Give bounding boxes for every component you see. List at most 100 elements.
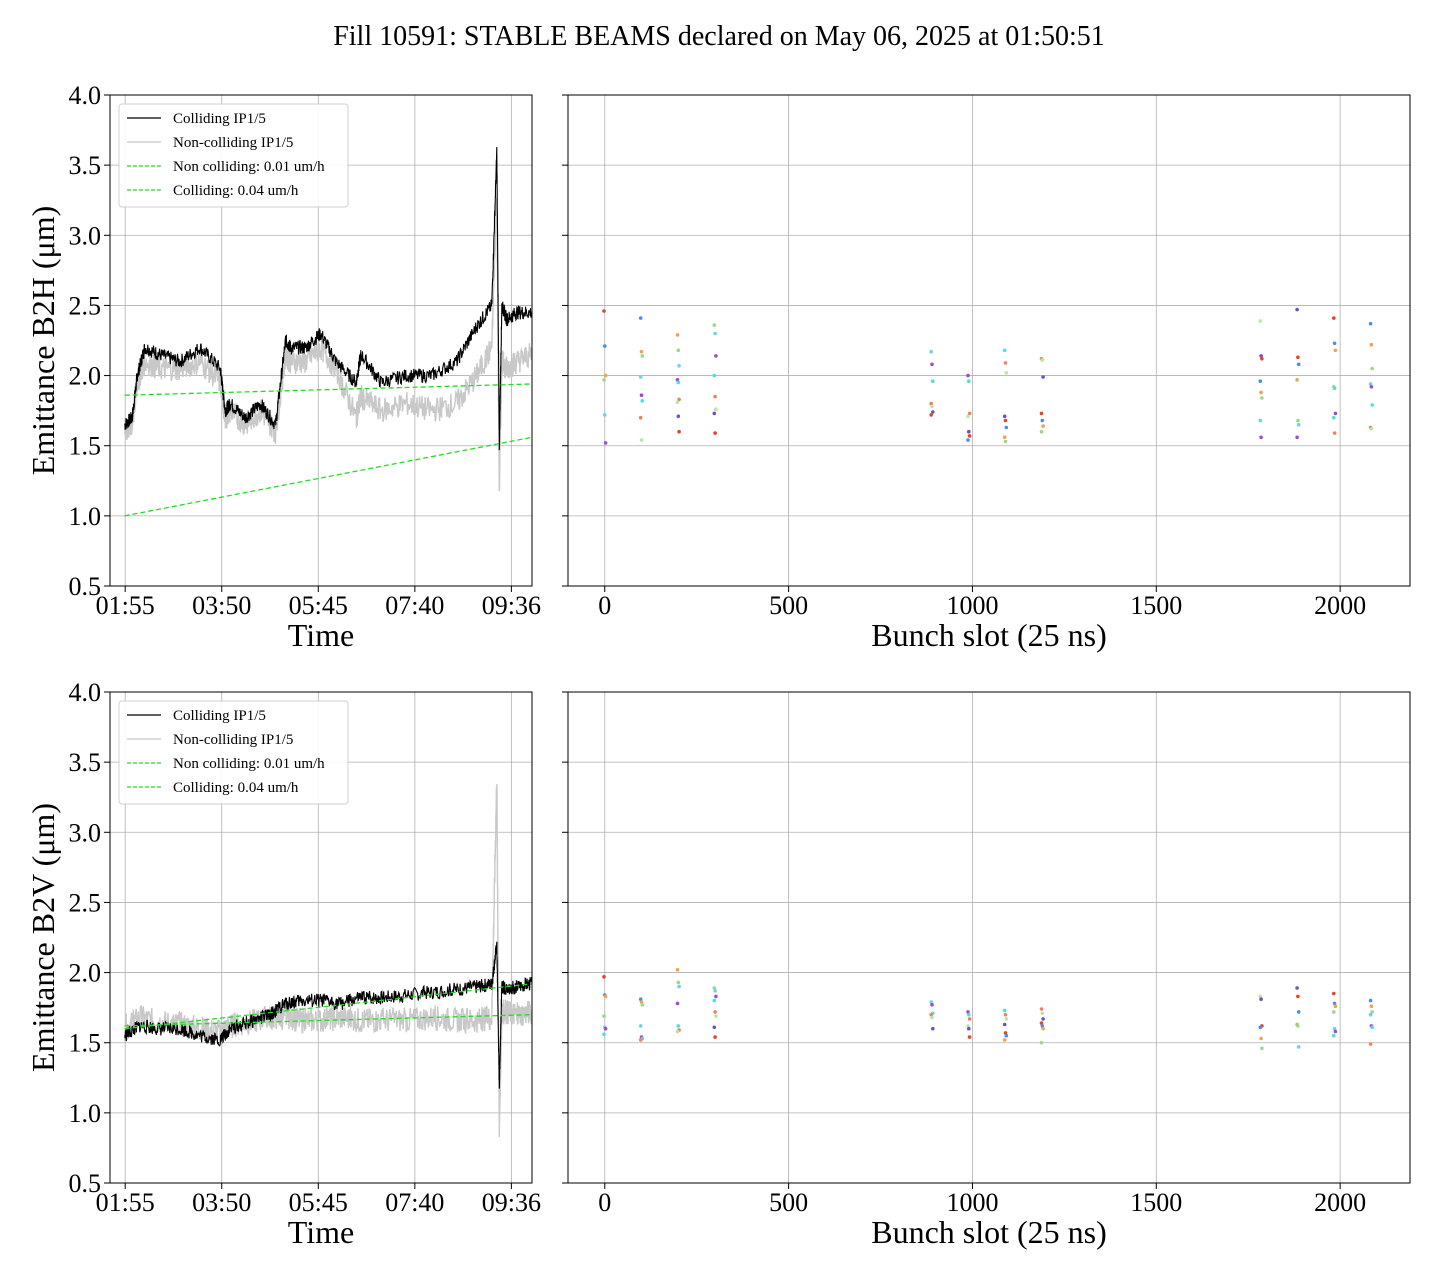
- y-tick-label: 2.5: [69, 291, 102, 320]
- scatter-point: [1370, 366, 1374, 371]
- legend-label: Colliding: 0.04 um/h: [173, 183, 299, 199]
- scatter-point: [1368, 382, 1373, 386]
- panel-top-right: 0 500 1000 1500 2000 Bunch slot (25 ns): [562, 94, 1411, 653]
- scatter-point: [929, 1012, 933, 1017]
- scatter-point: [713, 1010, 717, 1014]
- scatter-point: [967, 379, 971, 384]
- plot-area: [602, 968, 1374, 1051]
- scatter-point: [967, 411, 972, 416]
- y-tick-label: 2.0: [69, 959, 102, 988]
- scatter-point: [712, 323, 717, 327]
- scatter-point: [603, 441, 608, 445]
- scatter-point: [714, 994, 718, 999]
- scatter-point: [1002, 435, 1007, 440]
- scatter-point: [603, 413, 607, 417]
- y-tick-label: 3.0: [69, 221, 102, 250]
- series-non-colliding-0-01-um-h: [124, 1014, 532, 1027]
- scatter-point: [929, 401, 933, 406]
- scatter-point: [1295, 435, 1299, 440]
- scatter-point: [677, 429, 681, 434]
- panels-layer: 0.5 1.0 1.5 2.0 2.5 3.0 3.5 4.0 01:55 03:50 05:45 0…: [25, 81, 1411, 1250]
- scatter-point: [1332, 341, 1337, 346]
- scatter-point: [639, 393, 644, 398]
- scatter-point: [1296, 1045, 1301, 1049]
- scatter-point: [1040, 1011, 1045, 1016]
- scatter-point: [639, 438, 644, 442]
- scatter-point: [713, 989, 717, 993]
- scatter-point: [1369, 427, 1374, 431]
- series-colliding-0-04-um-h: [124, 436, 532, 517]
- scatter-point: [1370, 403, 1374, 407]
- scatter-point: [1259, 1036, 1263, 1041]
- scatter-point: [1004, 1033, 1009, 1038]
- scatter-point: [1296, 355, 1300, 360]
- plot-area: [602, 307, 1374, 445]
- scatter-point: [638, 375, 643, 379]
- scatter-point: [1003, 361, 1008, 365]
- scatter-point: [1041, 375, 1045, 379]
- legend-label: Non colliding: 0.01 um/h: [173, 756, 325, 772]
- scatter-point: [930, 1015, 934, 1020]
- scatter-point: [1260, 396, 1264, 400]
- scatter-point: [1368, 1012, 1373, 1017]
- scatter-point: [713, 331, 717, 336]
- scatter-point: [676, 348, 681, 353]
- scatter-point: [1259, 390, 1263, 395]
- legend-box: [118, 700, 349, 805]
- scatter-point: [1002, 348, 1007, 353]
- scatter-point: [1295, 378, 1299, 382]
- scatter-point: [1258, 1025, 1263, 1030]
- legend: Colliding IP1/5 Non-colliding IP1/5 Non co…: [118, 103, 349, 208]
- scatter-point: [967, 429, 971, 434]
- legend: Colliding IP1/5 Non-colliding IP1/5 Non co…: [118, 700, 349, 805]
- scatter-point: [1039, 1021, 1044, 1025]
- scatter-point: [1296, 994, 1300, 999]
- x-tick-label: 01:55: [96, 591, 155, 620]
- axes-frame: [567, 94, 1411, 587]
- x-tick-label: 01:55: [96, 1188, 155, 1217]
- scatter-point: [1369, 385, 1374, 389]
- scatter-point: [675, 1029, 680, 1034]
- y-tick-label: 1.5: [69, 432, 102, 461]
- scatter-point: [602, 1032, 606, 1037]
- figure-title: Fill 10591: STABLE BEAMS declared on May…: [333, 21, 1105, 52]
- scatter-point: [930, 404, 934, 409]
- scatter-point: [602, 975, 606, 979]
- series-non-colliding-0-01-um-h: [124, 383, 532, 396]
- scatter-point: [1039, 1040, 1044, 1045]
- scatter-point: [602, 309, 606, 313]
- scatter-point: [639, 1000, 644, 1004]
- scatter-point: [675, 400, 680, 405]
- x-axis-label: Time: [288, 617, 354, 653]
- scatter-point: [1258, 319, 1263, 323]
- scatter-point: [712, 998, 717, 1003]
- x-tick-label: 09:36: [482, 591, 541, 620]
- scatter-point: [603, 994, 608, 999]
- y-tick-label: 1.5: [69, 1029, 102, 1058]
- scatter-point: [638, 415, 643, 420]
- panel-top-left: 0.5 1.0 1.5 2.0 2.5 3.0 3.5 4.0 01:55 03:50 05:45 0…: [25, 81, 541, 653]
- x-tick-label: 1500: [1130, 1188, 1182, 1217]
- scatter-point: [1039, 1007, 1044, 1011]
- scatter-point: [967, 434, 972, 438]
- scatter-point: [1002, 1008, 1007, 1013]
- x-tick-label: 2000: [1314, 591, 1366, 620]
- scatter-point: [967, 1035, 972, 1039]
- x-tick-label: 1000: [946, 591, 998, 620]
- scatter-point: [1004, 371, 1009, 375]
- plot-area: [124, 783, 532, 1138]
- scatter-point: [1370, 1025, 1374, 1030]
- series-colliding-ip1-5: [124, 146, 532, 451]
- scatter-point: [640, 354, 645, 358]
- scatter-point: [1003, 1012, 1008, 1017]
- legend-label: Colliding: 0.04 um/h: [173, 780, 299, 796]
- y-tick-label: 1.0: [69, 502, 102, 531]
- scatter-point: [714, 354, 718, 358]
- x-tick-label: 05:45: [289, 1188, 348, 1217]
- scatter-point: [1040, 1024, 1045, 1028]
- scatter-point: [1369, 1004, 1374, 1008]
- scatter-point: [1041, 424, 1045, 428]
- scatter-point: [1296, 1024, 1300, 1028]
- scatter-point: [676, 980, 681, 985]
- scatter-point: [676, 414, 681, 419]
